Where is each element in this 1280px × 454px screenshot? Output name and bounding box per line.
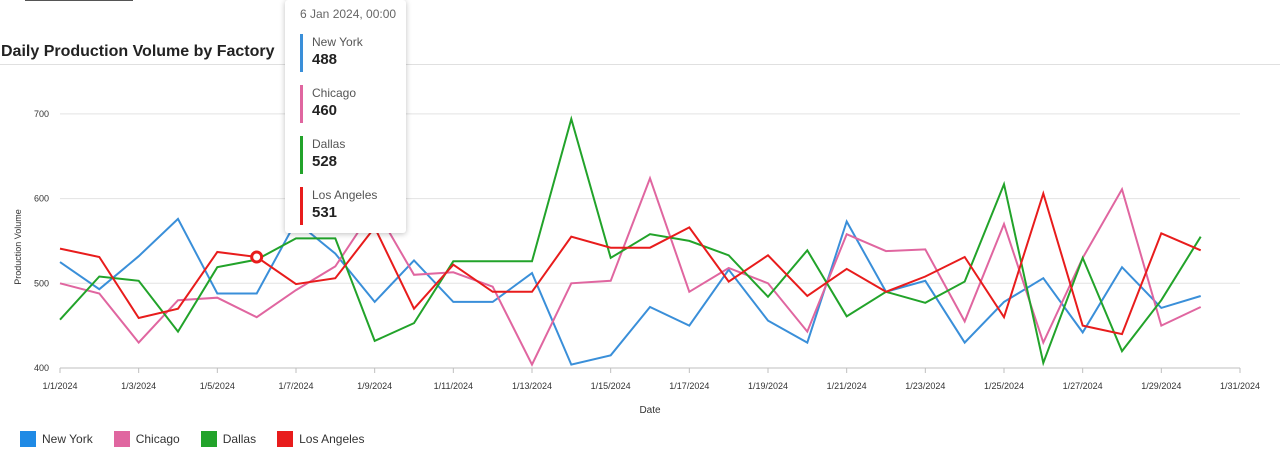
x-tick-label: 1/17/2024 <box>669 381 709 391</box>
chart-tooltip: 6 Jan 2024, 00:00 New York 488 Chicago 4… <box>285 0 406 233</box>
legend-swatch-new-york <box>20 431 36 447</box>
gridlines <box>60 113 1240 284</box>
chart-title: Daily Production Volume by Factory <box>1 43 275 60</box>
series-line-dallas[interactable] <box>59 115 1202 367</box>
x-tick-label: 1/23/2024 <box>905 381 945 391</box>
hover-point-marker <box>250 250 264 264</box>
x-tick-label: 1/25/2024 <box>984 381 1024 391</box>
x-tick-label: 1/27/2024 <box>1063 381 1103 391</box>
tooltip-series-name: New York <box>312 35 363 49</box>
y-tick-label: 500 <box>34 278 49 288</box>
x-tick-label: 1/29/2024 <box>1141 381 1181 391</box>
axes: 400 500 600 700 1/1/2024 1/3/2024 1/5/2024 1/7/… <box>34 109 1260 391</box>
tooltip-date: 6 Jan 2024, 00:00 <box>300 7 397 21</box>
title-divider <box>0 64 1280 65</box>
tooltip-series-name: Los Angeles <box>312 188 378 202</box>
series-line-los-angeles[interactable] <box>59 190 1202 336</box>
legend-item-dallas[interactable]: Dallas <box>200 431 257 447</box>
legend-swatch-dallas <box>200 431 217 447</box>
tooltip-series-name: Dallas <box>312 137 346 151</box>
tooltip-series-value: 488 <box>312 51 338 68</box>
legend-label: New York <box>42 432 93 446</box>
series-line-new-york[interactable] <box>59 217 1201 366</box>
legend-swatch-los-angeles <box>277 431 294 447</box>
legend-label: Los Angeles <box>299 432 365 446</box>
x-tick-label: 1/21/2024 <box>827 381 867 391</box>
tooltip-series-value: 531 <box>312 204 338 221</box>
top-scrollbar-sliver <box>25 0 133 1</box>
tooltip-color-bar <box>300 187 303 225</box>
tooltip-color-bar <box>300 34 303 72</box>
legend: New York Chicago Dallas Los Angeles <box>20 430 385 448</box>
x-tick-label: 1/7/2024 <box>278 381 313 391</box>
tooltip-color-bar <box>300 85 303 123</box>
x-tick-label: 1/31/2024 <box>1220 381 1260 391</box>
x-tick-label: 1/13/2024 <box>512 381 552 391</box>
tooltip-color-bar <box>300 136 303 174</box>
x-tick-label: 1/1/2024 <box>42 381 77 391</box>
x-tick-label: 1/11/2024 <box>434 381 473 391</box>
x-tick-label: 1/19/2024 <box>748 381 788 391</box>
x-tick-label: 1/15/2024 <box>591 381 631 391</box>
y-axis-label: Production Volume <box>13 209 23 285</box>
y-tick-label: 400 <box>34 363 49 373</box>
x-tick-label: 1/5/2024 <box>200 381 235 391</box>
legend-label: Dallas <box>222 432 257 446</box>
x-axis-label: Date <box>639 405 661 416</box>
tooltip-series-value: 460 <box>312 102 338 119</box>
x-tick-label: 1/3/2024 <box>121 381 156 391</box>
y-tick-label: 600 <box>34 194 49 204</box>
legend-swatch-chicago <box>113 431 130 447</box>
tooltip-series-name: Chicago <box>312 86 357 100</box>
legend-label: Chicago <box>135 432 180 446</box>
tooltip-series-value: 528 <box>312 153 338 170</box>
legend-item-chicago[interactable]: Chicago <box>113 431 180 447</box>
series-line-chicago[interactable] <box>59 175 1202 367</box>
series-lines[interactable] <box>59 115 1202 367</box>
legend-item-los-angeles[interactable]: Los Angeles <box>277 431 364 447</box>
y-tick-label: 700 <box>34 109 49 119</box>
hover-marker <box>250 250 264 264</box>
x-tick-label: 1/9/2024 <box>357 381 392 391</box>
legend-item-new-york[interactable]: New York <box>20 431 93 447</box>
